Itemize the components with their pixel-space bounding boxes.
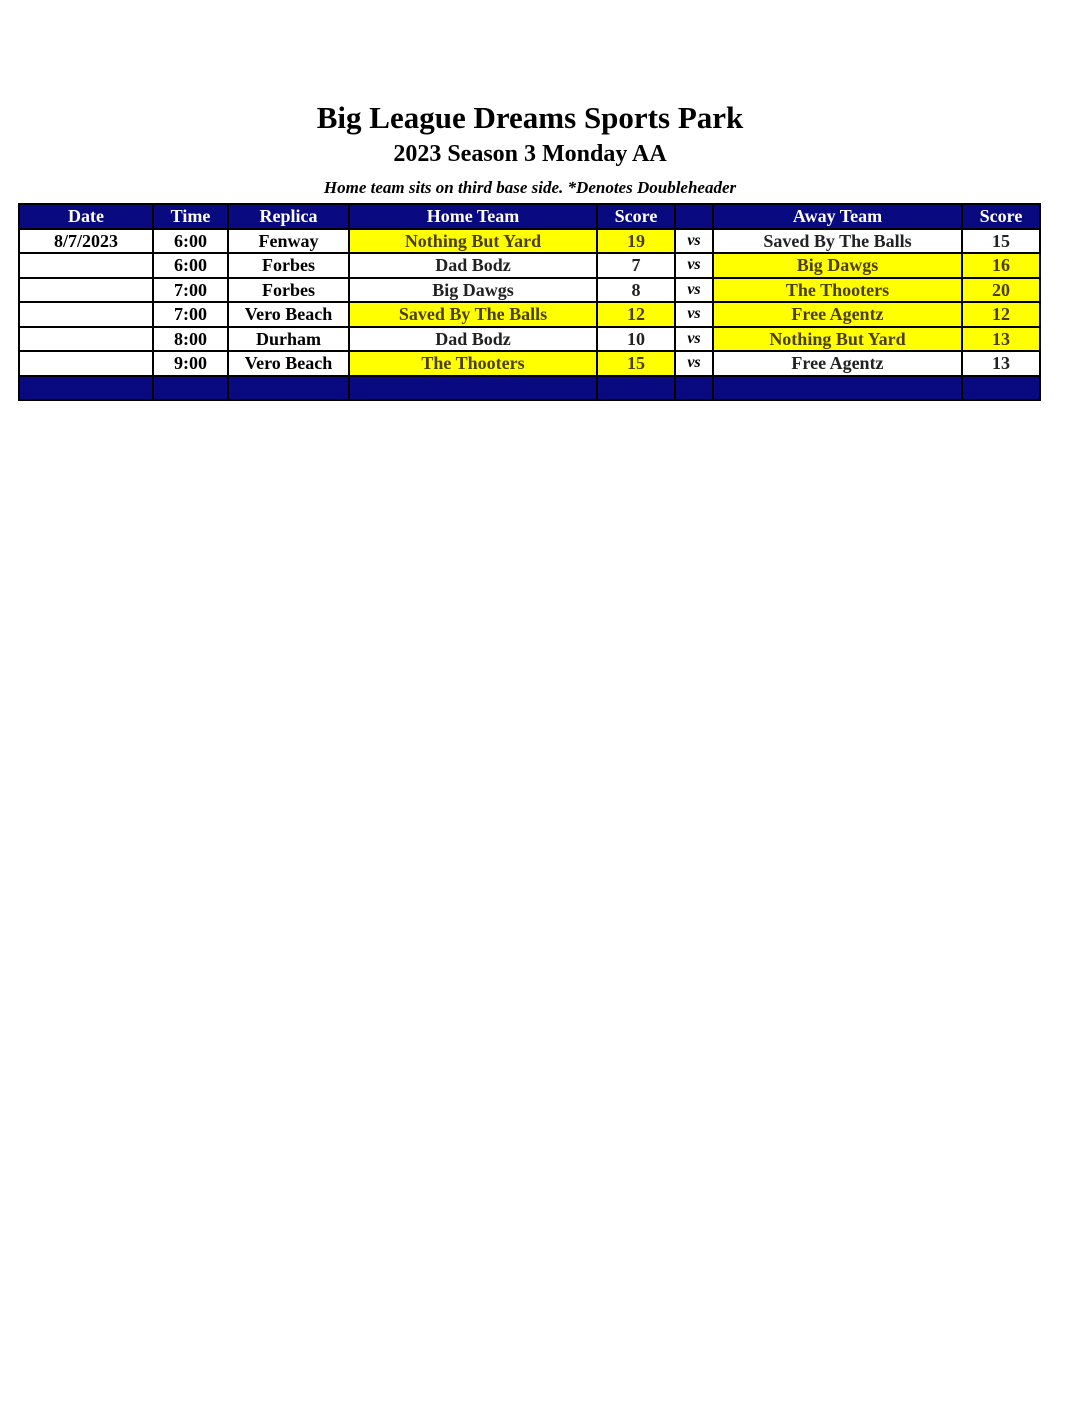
table-row: 8:00 Durham Dad Bodz 10 vs Nothing But Yard 13 bbox=[18, 325, 1041, 352]
home-team-cell: Saved By The Balls bbox=[348, 301, 598, 328]
away-score-cell: 15 bbox=[961, 227, 1041, 254]
table-row: 6:00 Forbes Dad Bodz 7 vs Big Dawgs 16 bbox=[18, 252, 1041, 279]
away-score-cell: 13 bbox=[961, 325, 1041, 352]
time-cell: 9:00 bbox=[152, 350, 229, 377]
time-cell: 7:00 bbox=[152, 276, 229, 303]
header-home-score: Score bbox=[596, 203, 676, 230]
home-score-cell: 10 bbox=[596, 325, 676, 352]
footer-row bbox=[18, 374, 1041, 401]
away-team-cell: Big Dawgs bbox=[712, 252, 963, 279]
table-row: 7:00 Forbes Big Dawgs 8 vs The Thooters 20 bbox=[18, 276, 1041, 303]
table-row: 7:00 Vero Beach Saved By The Balls 12 vs Free… bbox=[18, 301, 1041, 328]
away-score-cell: 13 bbox=[961, 350, 1041, 377]
replica-cell: Forbes bbox=[227, 276, 350, 303]
date-cell bbox=[18, 252, 154, 279]
vs-label: vs bbox=[674, 252, 714, 279]
date-cell bbox=[18, 350, 154, 377]
date-cell bbox=[18, 301, 154, 328]
replica-cell: Vero Beach bbox=[227, 301, 350, 328]
home-score-cell: 7 bbox=[596, 252, 676, 279]
vs-label: vs bbox=[674, 350, 714, 377]
time-cell: 8:00 bbox=[152, 325, 229, 352]
vs-label: vs bbox=[674, 301, 714, 328]
home-score-cell: 8 bbox=[596, 276, 676, 303]
replica-cell: Fenway bbox=[227, 227, 350, 254]
page-title: Big League Dreams Sports Park bbox=[316, 100, 744, 135]
home-score-cell: 12 bbox=[596, 301, 676, 328]
away-team-cell: Free Agentz bbox=[712, 350, 963, 377]
schedule-table: Date Time Replica Home Team Score Away T… bbox=[18, 203, 1041, 401]
header-away-team: Away Team bbox=[712, 203, 963, 230]
header-time: Time bbox=[152, 203, 229, 230]
header-home-team: Home Team bbox=[348, 203, 598, 230]
replica-cell: Vero Beach bbox=[227, 350, 350, 377]
time-cell: 6:00 bbox=[152, 252, 229, 279]
page-subtitle: 2023 Season 3 Monday AA bbox=[393, 141, 667, 167]
away-score-cell: 20 bbox=[961, 276, 1041, 303]
header-date: Date bbox=[18, 203, 154, 230]
vs-label: vs bbox=[674, 276, 714, 303]
replica-cell: Forbes bbox=[227, 252, 350, 279]
vs-label: vs bbox=[674, 227, 714, 254]
home-score-cell: 15 bbox=[596, 350, 676, 377]
home-team-cell: The Thooters bbox=[348, 350, 598, 377]
home-team-cell: Big Dawgs bbox=[348, 276, 598, 303]
table-row: 8/7/2023 6:00 Fenway Nothing But Yard 19 vs Sa… bbox=[18, 227, 1041, 254]
vs-label: vs bbox=[674, 325, 714, 352]
table-row: 9:00 Vero Beach The Thooters 15 vs Free Agent… bbox=[18, 350, 1041, 377]
header-replica: Replica bbox=[227, 203, 350, 230]
date-cell bbox=[18, 276, 154, 303]
away-team-cell: Free Agentz bbox=[712, 301, 963, 328]
away-team-cell: Saved By The Balls bbox=[712, 227, 963, 254]
schedule-note: Home team sits on third base side. *Deno… bbox=[323, 178, 737, 197]
away-team-cell: The Thooters bbox=[712, 276, 963, 303]
header-row: Date Time Replica Home Team Score Away T… bbox=[18, 203, 1041, 230]
home-team-cell: Dad Bodz bbox=[348, 252, 598, 279]
away-score-cell: 12 bbox=[961, 301, 1041, 328]
away-score-cell: 16 bbox=[961, 252, 1041, 279]
home-team-cell: Nothing But Yard bbox=[348, 227, 598, 254]
date-cell bbox=[18, 325, 154, 352]
time-cell: 7:00 bbox=[152, 301, 229, 328]
home-score-cell: 19 bbox=[596, 227, 676, 254]
replica-cell: Durham bbox=[227, 325, 350, 352]
home-team-cell: Dad Bodz bbox=[348, 325, 598, 352]
header-vs bbox=[674, 203, 714, 230]
away-team-cell: Nothing But Yard bbox=[712, 325, 963, 352]
date-cell: 8/7/2023 bbox=[18, 227, 154, 254]
header-away-score: Score bbox=[961, 203, 1041, 230]
time-cell: 6:00 bbox=[152, 227, 229, 254]
